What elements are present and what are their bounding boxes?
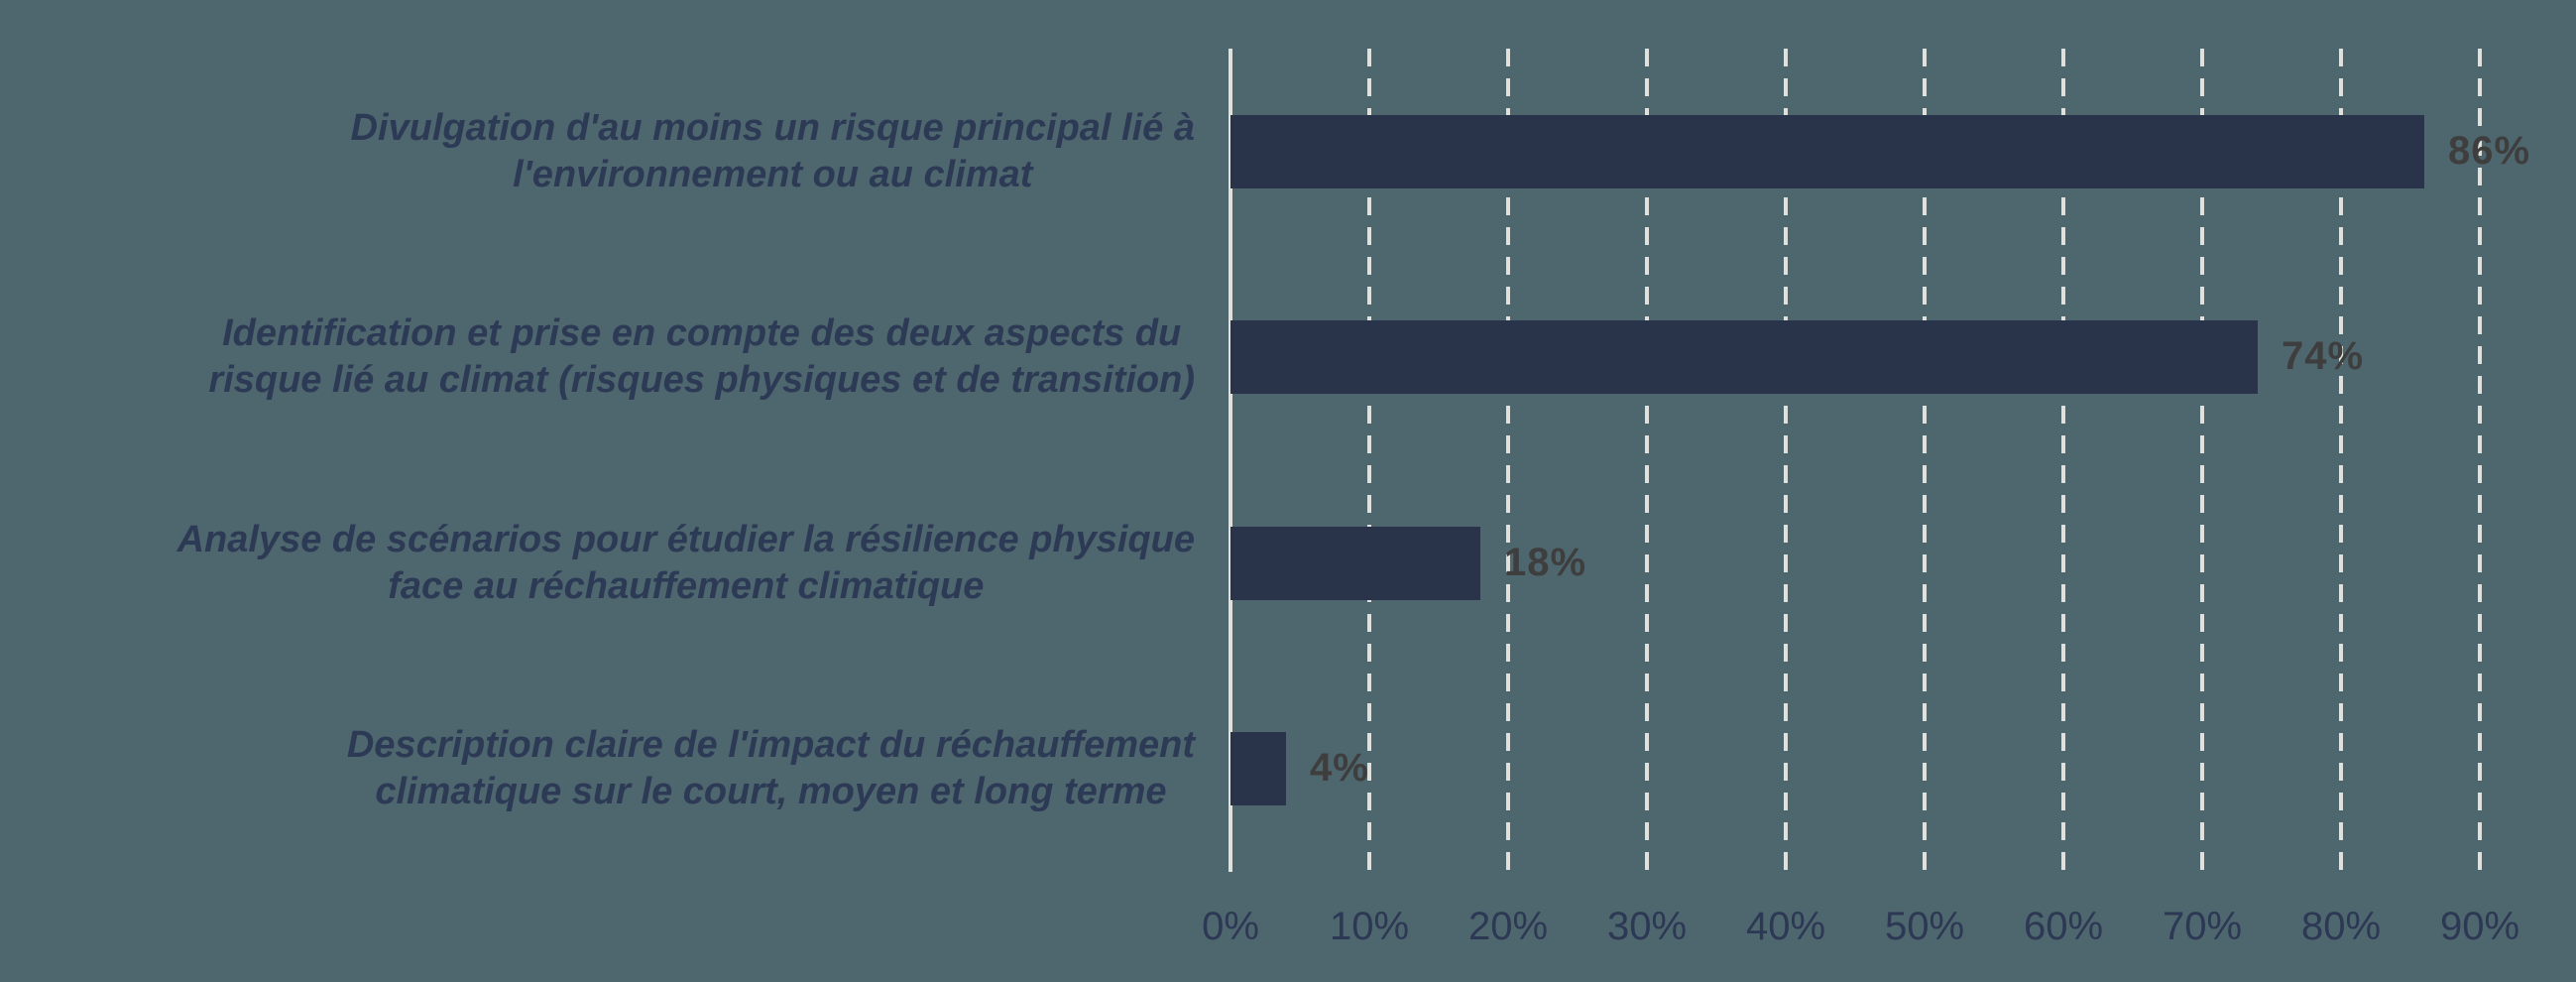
category-label-cell: Identification et prise en compte des de… xyxy=(0,254,1195,459)
x-tick-90: 90% xyxy=(2439,905,2520,948)
gridline-50pct xyxy=(1923,49,1927,872)
x-tick-40: 40% xyxy=(1745,905,1826,948)
bar-track: 4% xyxy=(1230,666,2576,871)
chart-row: Analyse de scénarios pour étudier la rés… xyxy=(0,460,2576,666)
category-label: Description claire de l'impact du réchau… xyxy=(346,723,1195,812)
category-label-cell: Analyse de scénarios pour étudier la rés… xyxy=(0,460,1195,666)
category-label: Identification et prise en compte des de… xyxy=(208,311,1195,401)
value-label: 18% xyxy=(1504,541,1587,584)
bar-analyse xyxy=(1230,527,1480,600)
x-tick-60: 60% xyxy=(2023,905,2104,948)
y-axis-line xyxy=(1229,49,1232,872)
category-label-cell: Description claire de l'impact du réchau… xyxy=(0,666,1195,871)
x-tick-50: 50% xyxy=(1884,905,1965,948)
x-tick-10: 10% xyxy=(1329,905,1410,948)
bar-description xyxy=(1230,732,1286,805)
gridline-70pct xyxy=(2200,49,2204,872)
x-tick-80: 80% xyxy=(2300,905,2382,948)
bar-track: 86% xyxy=(1230,49,2576,254)
chart-row: Identification et prise en compte des de… xyxy=(0,254,2576,459)
bar-divulgation xyxy=(1230,115,2424,188)
bar-track: 74% xyxy=(1230,254,2576,459)
chart-row: Divulgation d'au moins un risque princip… xyxy=(0,49,2576,254)
category-label: Analyse de scénarios pour étudier la rés… xyxy=(176,518,1195,607)
gridline-10pct xyxy=(1367,49,1371,872)
gridline-60pct xyxy=(2061,49,2065,872)
gridline-20pct xyxy=(1506,49,1510,872)
gridline-40pct xyxy=(1784,49,1788,872)
value-label: 74% xyxy=(2282,334,2365,378)
chart-row: Description claire de l'impact du réchau… xyxy=(0,666,2576,871)
category-label-cell: Divulgation d'au moins un risque princip… xyxy=(0,49,1196,254)
x-tick-0: 0% xyxy=(1202,905,1259,948)
value-label: 4% xyxy=(1310,746,1369,790)
x-tick-20: 20% xyxy=(1467,905,1549,948)
bar-identification xyxy=(1230,320,2258,394)
category-label: Divulgation d'au moins un risque princip… xyxy=(350,106,1196,195)
x-tick-70: 70% xyxy=(2162,905,2243,948)
value-label: 86% xyxy=(2448,129,2531,173)
gridline-30pct xyxy=(1645,49,1649,872)
gridline-90pct xyxy=(2478,49,2482,872)
bar-track: 18% xyxy=(1230,460,2576,666)
x-tick-30: 30% xyxy=(1606,905,1688,948)
gridline-80pct xyxy=(2339,49,2343,872)
